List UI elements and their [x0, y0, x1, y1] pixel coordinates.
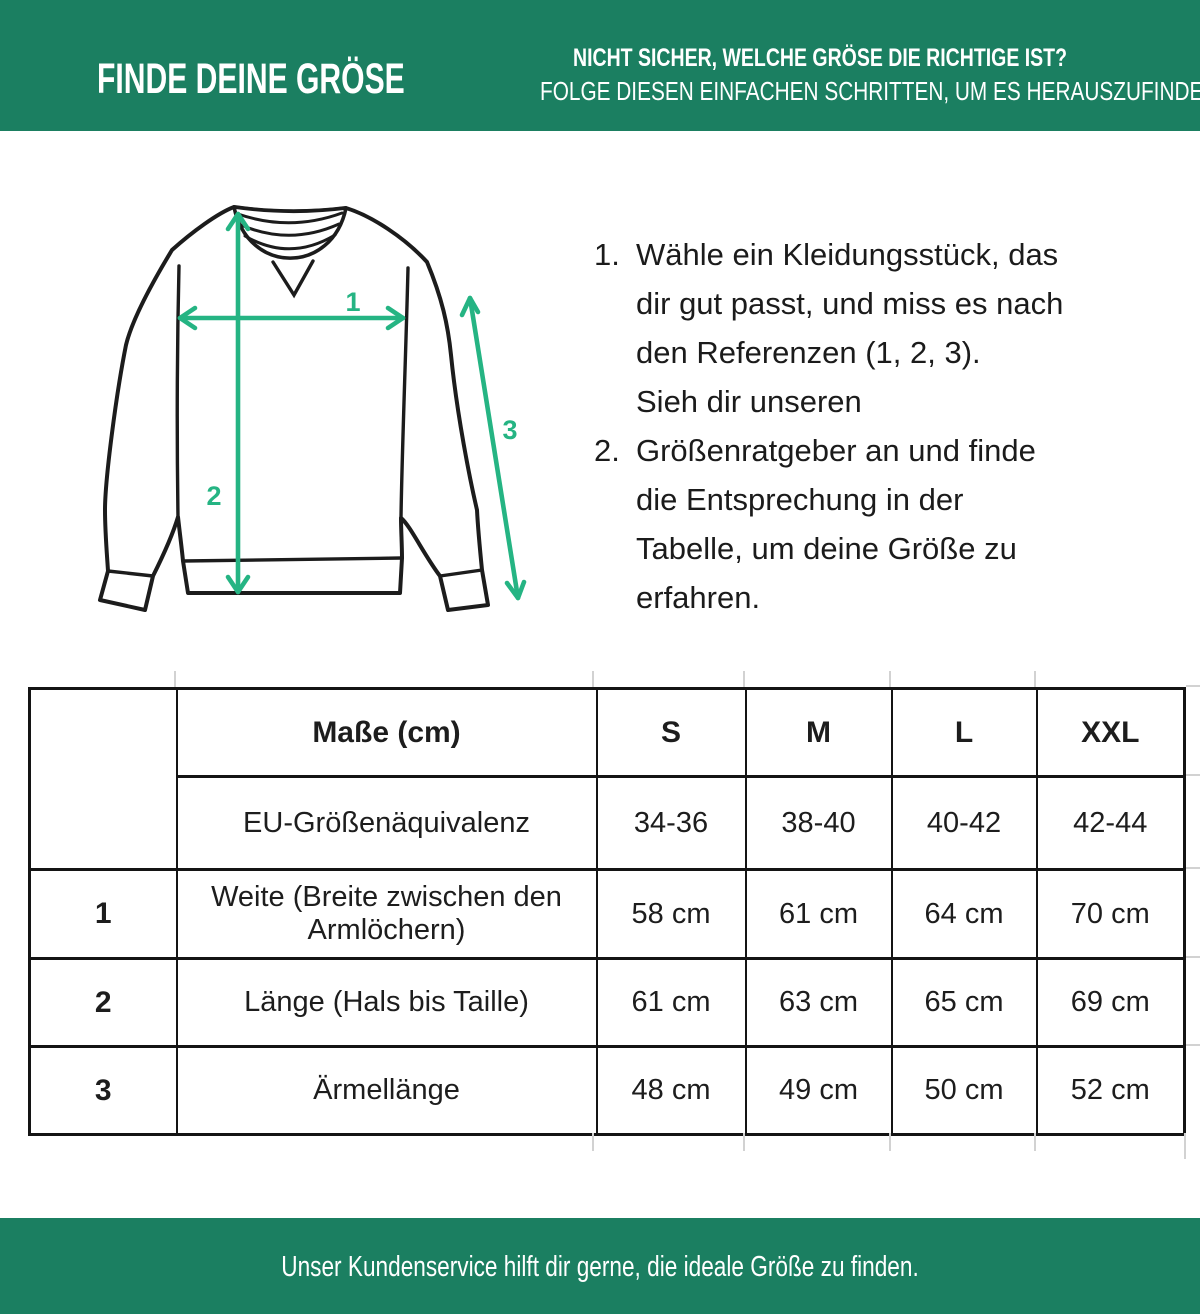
- page-title: FINDE DEINE GRÖSE: [97, 55, 405, 103]
- eu-label-cell: EU-Größenäquivalenz: [175, 775, 598, 871]
- measure-header-cell: Maße (cm): [175, 687, 598, 778]
- size-header-xxl: XXL: [1035, 687, 1186, 778]
- header-banner: FINDE DEINE GRÖSE NICHT SICHER, WELCHE G…: [0, 0, 1200, 131]
- eu-value-cell: 40-42: [890, 775, 1038, 871]
- instruction-item: 1. Wähle ein Kleidungsstück, das dir gut…: [594, 230, 1094, 426]
- v-notch: [271, 259, 315, 299]
- eu-value-cell: 42-44: [1035, 775, 1186, 871]
- value-cell: 49 cm: [744, 1045, 893, 1136]
- collar-rib-line: [239, 222, 341, 237]
- size-table-header-row: Maße (cm) S M L XXL: [28, 687, 1186, 871]
- header-subtitle-steps: FOLGE DIESEN EINFACHEN SCHRITTEN, UM ES …: [540, 76, 1200, 106]
- left-cuff-seam: [106, 569, 155, 578]
- size-header-s: S: [595, 687, 747, 778]
- measure-label-cell: Ärmellänge: [175, 1045, 598, 1136]
- value-cell: 50 cm: [890, 1045, 1038, 1136]
- length-arrow: 2: [206, 211, 251, 595]
- value-cell: 69 cm: [1035, 957, 1186, 1048]
- header-subtitle-question: NICHT SICHER, WELCHE GRÖSE DIE RICHTIGE …: [572, 44, 1068, 72]
- gridline-stub: [1186, 867, 1200, 869]
- value-cell: 52 cm: [1035, 1045, 1186, 1136]
- gridline-stub: [1186, 685, 1200, 687]
- right-cuff-seam: [438, 568, 484, 578]
- table-row-sleeve: 3 Ärmellänge 48 cm 49 cm 50 cm 52 cm: [28, 1045, 1186, 1136]
- gridline-stub: [1186, 1044, 1200, 1046]
- value-cell: 63 cm: [744, 957, 893, 1048]
- collar-rib-line: [236, 211, 344, 225]
- collar-rib-line: [243, 233, 337, 251]
- gridline-stub: [1184, 1133, 1186, 1159]
- gridline-stub: [1034, 1133, 1036, 1151]
- row-number-cell: 3: [28, 1045, 178, 1136]
- instruction-text: Größenratgeber an und finde die Entsprec…: [636, 433, 1036, 615]
- gridline-stub: [889, 671, 891, 687]
- row-number-cell: 1: [28, 868, 178, 960]
- value-cell: 65 cm: [890, 957, 1038, 1048]
- gridline-stub: [1034, 671, 1036, 687]
- sweatshirt-outline: [98, 205, 490, 612]
- gridline-stub: [889, 1133, 891, 1151]
- sweatshirt-measurement-diagram: 1 2 3: [98, 205, 527, 612]
- table-row-width: 1 Weite (Breite zwischen den Armlöchern)…: [28, 868, 1186, 960]
- right-armhole-seam: [399, 266, 410, 519]
- hem-seam: [181, 556, 404, 563]
- corner-cell: [28, 687, 178, 871]
- sleeve-arrow-label: 3: [502, 415, 517, 445]
- size-header-l: L: [890, 687, 1038, 778]
- header-subtitle-block: NICHT SICHER, WELCHE GRÖSE DIE RICHTIGE …: [470, 44, 1200, 106]
- gridline-stub: [592, 671, 594, 687]
- size-header-m: M: [744, 687, 893, 778]
- gridline-stub: [1186, 774, 1200, 776]
- footer-text: Unser Kundenservice hilft dir gerne, die…: [281, 1251, 919, 1283]
- width-arrow: 1: [177, 287, 406, 331]
- gridline-stub: [743, 1133, 745, 1151]
- length-arrow-label: 2: [206, 481, 221, 511]
- width-arrow-label: 1: [345, 287, 360, 317]
- instruction-text: Wähle ein Kleidungsstück, das dir gut pa…: [636, 237, 1064, 419]
- instructions-list: 1. Wähle ein Kleidungsstück, das dir gut…: [594, 230, 1094, 622]
- eu-value-cell: 34-36: [595, 775, 747, 871]
- left-armhole-seam: [175, 264, 181, 519]
- value-cell: 64 cm: [890, 868, 1038, 960]
- value-cell: 48 cm: [595, 1045, 747, 1136]
- table-row-length: 2 Länge (Hals bis Taille) 61 cm 63 cm 65…: [28, 957, 1186, 1048]
- instruction-number: 2.: [594, 433, 620, 468]
- size-table: Maße (cm) S M L XXL EU-Größenäquivalenz …: [28, 687, 1186, 1136]
- measure-label-cell: Weite (Breite zwischen den Armlöchern): [175, 868, 598, 960]
- gridline-stub: [592, 1133, 594, 1151]
- instruction-number: 1.: [594, 237, 620, 272]
- sleeve-arrow: 3: [459, 295, 527, 601]
- footer-banner: Unser Kundenservice hilft dir gerne, die…: [0, 1218, 1200, 1314]
- row-number-cell: 2: [28, 957, 178, 1048]
- gridline-stub: [743, 671, 745, 687]
- gridline-stub: [174, 671, 176, 687]
- value-cell: 61 cm: [744, 868, 893, 960]
- gridline-stub: [1186, 956, 1200, 958]
- eu-equivalence-row: EU-Größenäquivalenz 34-36 38-40 40-42 42…: [30, 775, 1186, 871]
- eu-value-cell: 38-40: [744, 775, 893, 871]
- value-cell: 70 cm: [1035, 868, 1186, 960]
- value-cell: 58 cm: [595, 868, 747, 960]
- value-cell: 61 cm: [595, 957, 747, 1048]
- instruction-item: 2. Größenratgeber an und finde die Entsp…: [594, 426, 1094, 622]
- measure-label-cell: Länge (Hals bis Taille): [175, 957, 598, 1048]
